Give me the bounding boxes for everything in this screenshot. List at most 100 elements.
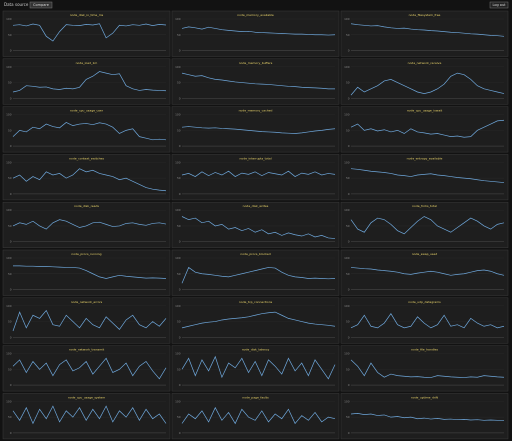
y-tick-label: 50: [346, 320, 350, 324]
series-line: [181, 72, 335, 90]
y-tick-label: 50: [177, 33, 181, 37]
series-line: [181, 170, 336, 177]
panel-background: [171, 393, 340, 440]
chart-panel: node_uptime_drift 0 50 100: [340, 393, 509, 440]
y-tick-label: 100: [6, 208, 12, 212]
panel-background: [340, 345, 509, 392]
y-tick-label: 50: [346, 415, 350, 419]
chart-panel: node_forks_total 0 50 100: [340, 201, 509, 248]
series-line: [12, 357, 167, 380]
y-tick-label: 0: [10, 144, 12, 148]
y-tick-label: 100: [175, 208, 181, 212]
logout-label[interactable]: Log out: [492, 3, 506, 7]
logout-button[interactable]: Log out: [489, 1, 509, 9]
y-tick-label: 100: [175, 304, 181, 308]
chart-title: node_memory_buffers: [239, 61, 273, 65]
y-tick-label: 0: [348, 96, 350, 100]
y-tick-label: 50: [8, 367, 12, 371]
panel-background: [171, 10, 340, 57]
y-tick-label: 50: [8, 320, 12, 324]
chart-panel: node_memory_buffers 0 50 100: [171, 58, 340, 105]
chart-panel: node_cpu_usage_system 0 50 100: [2, 393, 171, 440]
chart-panel: node_udp_datagrams 0 50 100: [340, 297, 509, 344]
y-tick-label: 0: [10, 96, 12, 100]
chart-title: node_swap_used: [412, 252, 438, 256]
y-tick-label: 100: [6, 256, 12, 260]
chart-title: node_page_faults: [242, 395, 269, 399]
y-tick-label: 50: [346, 33, 350, 37]
chart-title: node_udp_datagrams: [408, 300, 441, 304]
panel-background: [340, 10, 509, 57]
panel-background: [171, 201, 340, 248]
chart-panel: node_file_handles 0 50 100: [340, 345, 509, 392]
y-tick-label: 100: [6, 160, 12, 164]
compare-button[interactable]: Compare: [29, 1, 53, 9]
panel-background: [2, 297, 171, 344]
y-tick-label: 0: [348, 335, 350, 339]
y-tick-label: 0: [348, 383, 350, 387]
chart-panel: node_disk_io_time_ms 0 50 100: [2, 10, 171, 57]
y-tick-label: 50: [346, 367, 350, 371]
panel-background: [2, 345, 171, 392]
y-tick-label: 0: [179, 335, 181, 339]
y-tick-label: 0: [348, 49, 350, 53]
y-tick-label: 50: [346, 81, 350, 85]
y-tick-label: 100: [6, 113, 12, 117]
y-tick-label: 100: [175, 113, 181, 117]
series-line: [12, 219, 167, 230]
chart-panel: node_interrupts_total 0 50 100: [171, 154, 340, 201]
series-line: [350, 313, 505, 329]
series-line: [12, 309, 167, 332]
y-tick-label: 50: [8, 128, 12, 132]
y-tick-label: 0: [10, 240, 12, 244]
y-tick-label: 100: [344, 65, 350, 69]
series-line: [181, 266, 336, 284]
series-line: [12, 71, 167, 93]
series-line: [12, 23, 167, 42]
chart-panel: node_disk_reads 0 50 100: [2, 201, 171, 248]
series-line: [350, 216, 505, 235]
y-tick-label: 0: [179, 288, 181, 292]
y-tick-label: 0: [179, 96, 181, 100]
panel-background: [340, 393, 509, 440]
chart-panel: node_load_1m 0 50 100: [2, 58, 171, 105]
panel-background: [340, 58, 509, 105]
panel-background: [2, 249, 171, 296]
chart-panel: node_memory_available 0 50 100: [171, 10, 340, 57]
panel-background: [2, 106, 171, 153]
panel-background: [171, 345, 340, 392]
chart-panel: node_network_errors 0 50 100: [2, 297, 171, 344]
header-label: Data: [4, 2, 14, 7]
compare-label[interactable]: Compare: [33, 3, 49, 7]
y-tick-label: 0: [348, 144, 350, 148]
chart-title: node_disk_reads: [74, 204, 99, 208]
y-tick-label: 50: [8, 415, 12, 419]
chart-title: node_disk_latency: [242, 348, 270, 352]
series-line: [12, 405, 167, 425]
series-line: [12, 122, 167, 141]
y-tick-label: 0: [179, 144, 181, 148]
chart-title: node_disk_io_time_ms: [70, 13, 104, 17]
chart-title: node_load_1m: [76, 61, 98, 65]
series-line: [12, 168, 167, 192]
chart-title: node_interrupts_total: [239, 156, 271, 160]
y-tick-label: 100: [6, 399, 12, 403]
y-tick-label: 0: [348, 431, 350, 435]
panel-background: [340, 297, 509, 344]
chart-title: node_file_handles: [411, 348, 438, 352]
y-tick-label: 50: [177, 81, 181, 85]
y-tick-label: 0: [10, 431, 12, 435]
y-tick-label: 100: [344, 160, 350, 164]
y-tick-label: 0: [10, 49, 12, 53]
chart-title: node_cpu_usage_user: [70, 109, 104, 113]
y-tick-label: 0: [10, 335, 12, 339]
y-tick-label: 100: [344, 113, 350, 117]
chart-panel: node_swap_used 0 50 100: [340, 249, 509, 296]
chart-title: node_cpu_usage_system: [68, 395, 105, 399]
y-tick-label: 100: [175, 65, 181, 69]
chart-title: node_filesystem_free: [409, 13, 441, 17]
y-tick-label: 50: [177, 367, 181, 371]
y-tick-label: 100: [6, 65, 12, 69]
y-tick-label: 50: [177, 176, 181, 180]
y-tick-label: 0: [10, 288, 12, 292]
